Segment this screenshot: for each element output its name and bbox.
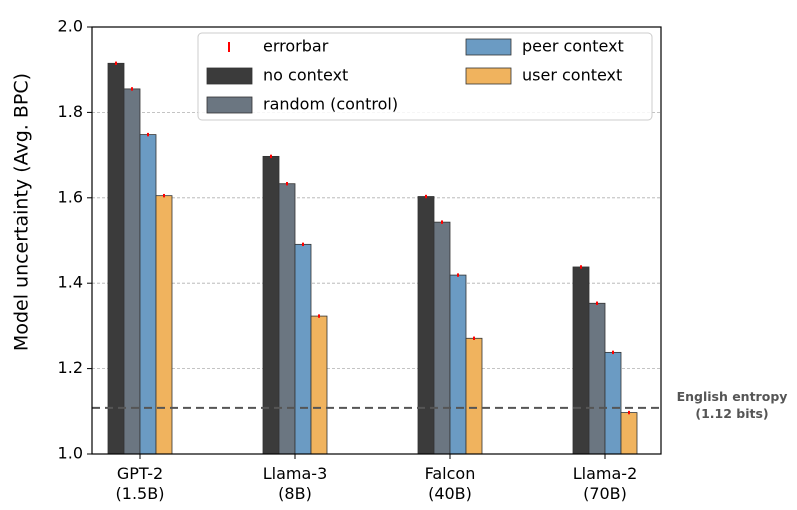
reference-label: English entropy (1.12 bits)	[677, 389, 788, 421]
y-tick-label: 1.2	[58, 358, 83, 377]
y-tick-label: 1.4	[58, 273, 83, 292]
legend-box	[197, 32, 653, 121]
legend-label: errorbar	[263, 37, 329, 56]
bar	[620, 412, 638, 455]
bar	[417, 196, 435, 455]
bar	[294, 243, 312, 455]
bar	[433, 221, 451, 455]
y-tick-label: 2.0	[58, 17, 83, 36]
y-tick-label: 1.0	[58, 444, 83, 463]
legend-swatch	[465, 67, 512, 85]
bar	[604, 351, 622, 455]
legend-swatch	[206, 67, 253, 85]
legend-label: user context	[522, 66, 622, 85]
legend-label: peer context	[522, 37, 624, 56]
y-axis-label: Model uncertainty (Avg. BPC)	[11, 73, 33, 351]
legend-label: no context	[263, 66, 348, 85]
legend-swatch	[465, 38, 512, 56]
x-tick-label: Falcon (40B)	[425, 464, 476, 503]
plot-frame	[91, 26, 662, 455]
x-tick-label: GPT-2 (1.5B)	[116, 464, 165, 503]
bar	[107, 62, 125, 455]
bar	[262, 155, 280, 455]
bar	[123, 88, 141, 455]
y-tick-label: 1.8	[58, 102, 83, 121]
bar	[572, 266, 590, 455]
bar	[139, 134, 157, 455]
bar	[278, 183, 296, 455]
bar	[449, 274, 467, 455]
y-tick-label: 1.6	[58, 187, 83, 206]
bar	[155, 195, 173, 455]
bar	[465, 337, 483, 455]
legend-label: random (control)	[263, 95, 398, 114]
bar	[588, 302, 606, 455]
x-tick-label: Llama-3 (8B)	[263, 464, 328, 503]
bar	[310, 315, 328, 455]
x-tick-label: Llama-2 (70B)	[573, 464, 638, 503]
legend-swatch	[206, 96, 253, 114]
